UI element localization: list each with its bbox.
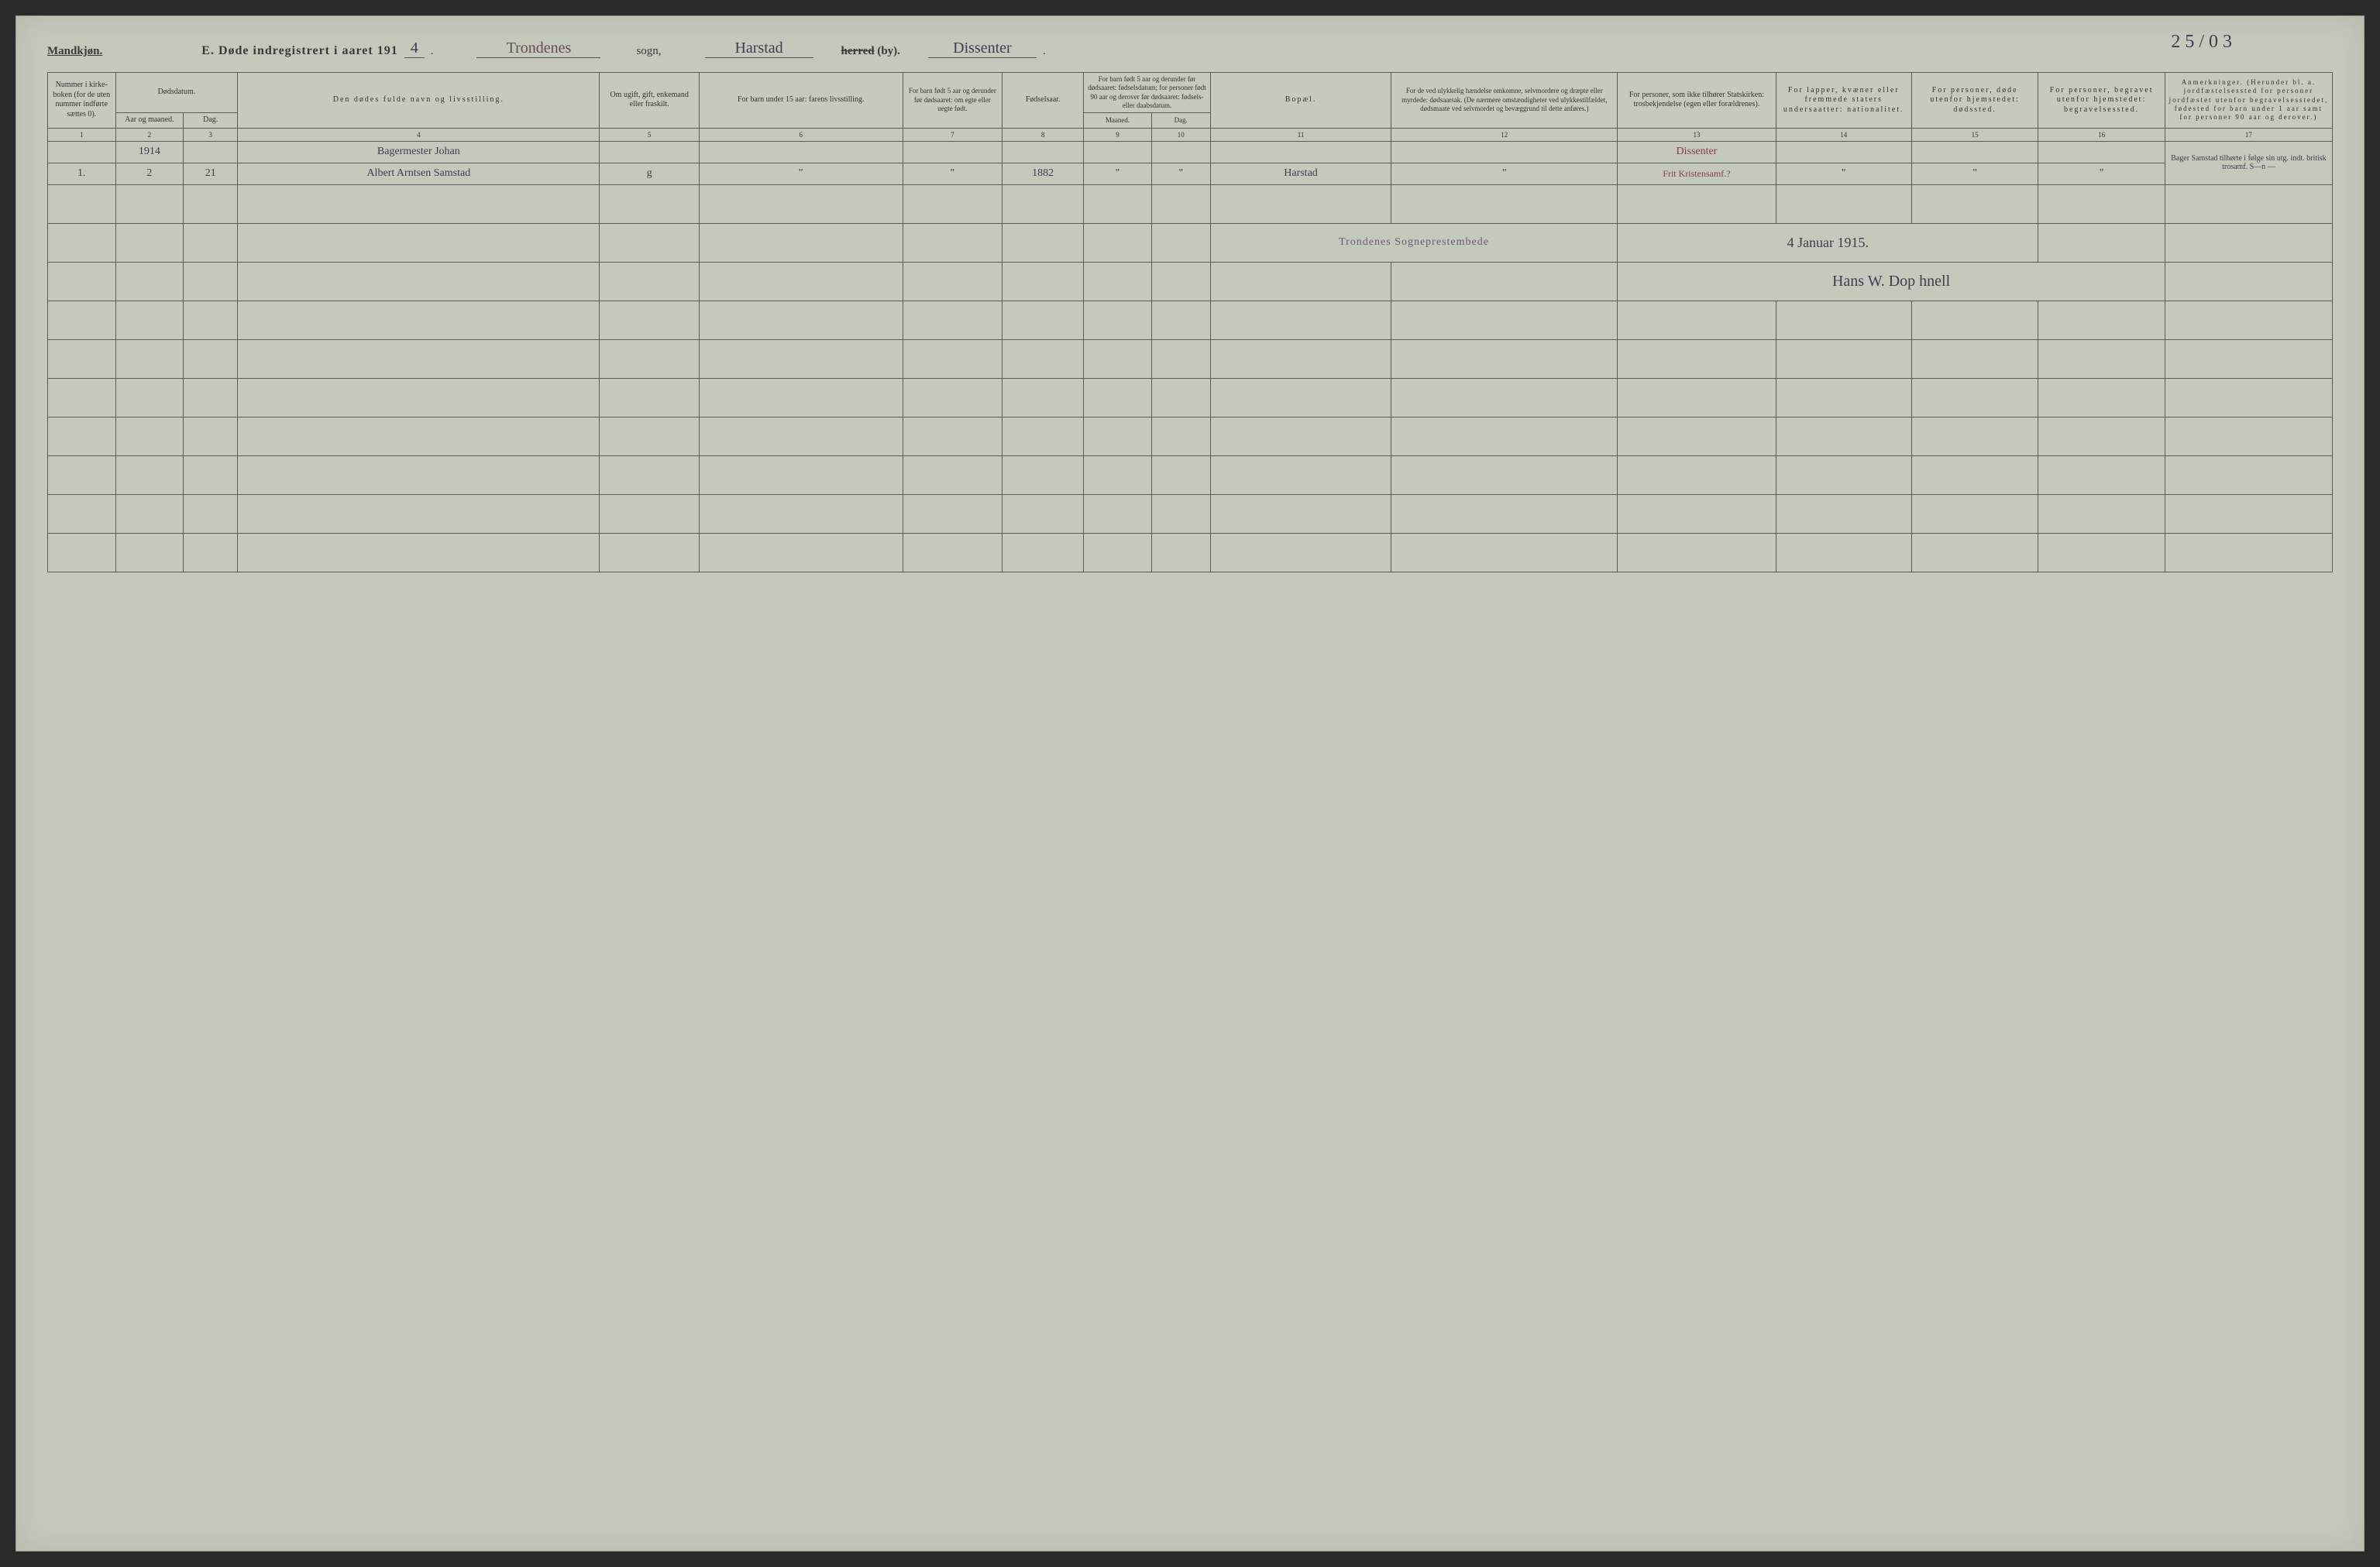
extra-value: Dissenter — [928, 40, 1037, 58]
col-9a-header: Maaned. — [1084, 113, 1152, 129]
table-row — [48, 417, 2333, 455]
col-11-header: Bopæl. — [1210, 73, 1391, 129]
column-number: 3 — [184, 128, 238, 141]
table-row — [48, 494, 2333, 533]
sogn-value: Trondenes — [476, 40, 600, 58]
table-row — [48, 533, 2333, 572]
col-12-header: For de ved ulykkelig hændelse omkomne, s… — [1391, 73, 1618, 129]
column-number: 15 — [1911, 128, 2038, 141]
cell-c16: " — [2038, 163, 2165, 184]
col-13-header: For personer, som ikke tilhører Statskir… — [1618, 73, 1776, 129]
column-number: 4 — [238, 128, 600, 141]
column-number: 2 — [115, 128, 184, 141]
cell-bopael: Harstad — [1210, 163, 1391, 184]
table-row — [48, 378, 2333, 417]
table-row — [48, 301, 2333, 339]
cell-num: 1. — [48, 163, 116, 184]
cell-c9a: " — [1084, 163, 1152, 184]
cell-month: 2 — [115, 163, 184, 184]
page-header: Mandkjøn. E. Døde indregistrert i aaret … — [47, 40, 2333, 58]
column-number: 10 — [1151, 128, 1210, 141]
signature-date: 4 Januar 1915. — [1618, 223, 2038, 262]
office-stamp: Trondenes Sogneprestembede — [1210, 223, 1618, 262]
column-number: 11 — [1210, 128, 1391, 141]
col-14-header: For lapper, kvæner eller fremmede stater… — [1776, 73, 1911, 129]
page-number-handwritten: 2 5 / 0 3 — [2171, 32, 2232, 53]
cell-c7: " — [903, 163, 1002, 184]
herred-label: herred (by). — [841, 45, 900, 58]
col-6-header: For barn under 15 aar: farens livsstilli… — [699, 73, 903, 129]
column-number: 9 — [1084, 128, 1152, 141]
col-8-header: Fødsels­aar. — [1003, 73, 1084, 129]
cell-c12: " — [1391, 163, 1618, 184]
gender-label: Mandkjøn. — [47, 45, 102, 58]
table-body: 1914 Bagermester Johan Dissenter Bager S… — [48, 141, 2333, 572]
col-9b-header: Dag. — [1151, 113, 1210, 129]
col-2-top: Dødsdatum. — [115, 73, 238, 113]
year-suffix: 4 — [404, 40, 425, 58]
column-number: 6 — [699, 128, 903, 141]
herred-strike: herred — [841, 45, 875, 57]
table-row: 1914 Bagermester Johan Dissenter Bager S… — [48, 141, 2333, 163]
column-number: 12 — [1391, 128, 1618, 141]
table-row — [48, 184, 2333, 223]
period: . — [431, 45, 434, 58]
column-number: 16 — [2038, 128, 2165, 141]
table-row — [48, 339, 2333, 378]
cell-c6: " — [699, 163, 903, 184]
column-number: 5 — [600, 128, 699, 141]
cell-remarks: Bager Samstad tilhørte i følge sin utg. … — [2165, 141, 2332, 184]
col-5-header: Om ugift, gift, enke­mand eller fraskilt… — [600, 73, 699, 129]
herred-value: Harstad — [705, 40, 813, 58]
ledger-page: 2 5 / 0 3 Mandkjøn. E. Døde indregistrer… — [15, 15, 2365, 1552]
cell-name-line2: Albert Arntsen Samstad — [238, 163, 600, 184]
col-17-header: Anmerkninger. (Herunder bl. a. jordfæste… — [2165, 73, 2332, 129]
col-9-top: For barn født 5 aar og der­under før død… — [1084, 73, 1211, 113]
column-number: 8 — [1003, 128, 1084, 141]
cell-name-line1: Bagermester Johan — [238, 141, 600, 163]
column-number: 1 — [48, 128, 116, 141]
cell-year: 1914 — [115, 141, 184, 163]
col-1-header: Nummer i kirke­boken (for de uten nummer… — [48, 73, 116, 129]
col-15-header: For personer, døde utenfor hjemstedet: d… — [1911, 73, 2038, 129]
cell-c15: " — [1911, 163, 2038, 184]
table-row: Hans W. Dop hnell — [48, 262, 2333, 301]
ledger-table: Nummer i kirke­boken (for de uten nummer… — [47, 72, 2333, 572]
herred-rest: (by). — [875, 45, 900, 57]
cell-stand: g — [600, 163, 699, 184]
column-number: 17 — [2165, 128, 2332, 141]
title-text: E. Døde indregistrert i aaret 191 — [201, 44, 397, 58]
cell-c13-top: Dissenter — [1618, 141, 1776, 163]
table-head: Nummer i kirke­boken (for de uten nummer… — [48, 73, 2333, 142]
col-4-header: Den dødes fulde navn og livsstilling. — [238, 73, 600, 129]
cell-birthyear: 1882 — [1003, 163, 1084, 184]
cell-c13: Frit Kristensamf.? — [1618, 163, 1776, 184]
signature: Hans W. Dop hnell — [1618, 262, 2165, 301]
col-2b-header: Dag. — [184, 113, 238, 129]
column-number: 7 — [903, 128, 1002, 141]
cell-c14: " — [1776, 163, 1911, 184]
col-2a-header: Aar og maaned. — [115, 113, 184, 129]
sogn-label: sogn, — [636, 45, 661, 58]
table-row: 1. 2 21 Albert Arntsen Samstad g " " 188… — [48, 163, 2333, 184]
table-row — [48, 455, 2333, 494]
column-number: 14 — [1776, 128, 1911, 141]
cell-c9b: " — [1151, 163, 1210, 184]
col-7-header: For barn født 5 aar og derunder før døds… — [903, 73, 1002, 129]
column-number: 13 — [1618, 128, 1776, 141]
column-number-row: 1234567891011121314151617 — [48, 128, 2333, 141]
cell-day: 21 — [184, 163, 238, 184]
col-16-header: For personer, begravet utenfor hjemstede… — [2038, 73, 2165, 129]
table-row: Trondenes Sogneprestembede4 Januar 1915. — [48, 223, 2333, 262]
period2: . — [1043, 45, 1046, 58]
